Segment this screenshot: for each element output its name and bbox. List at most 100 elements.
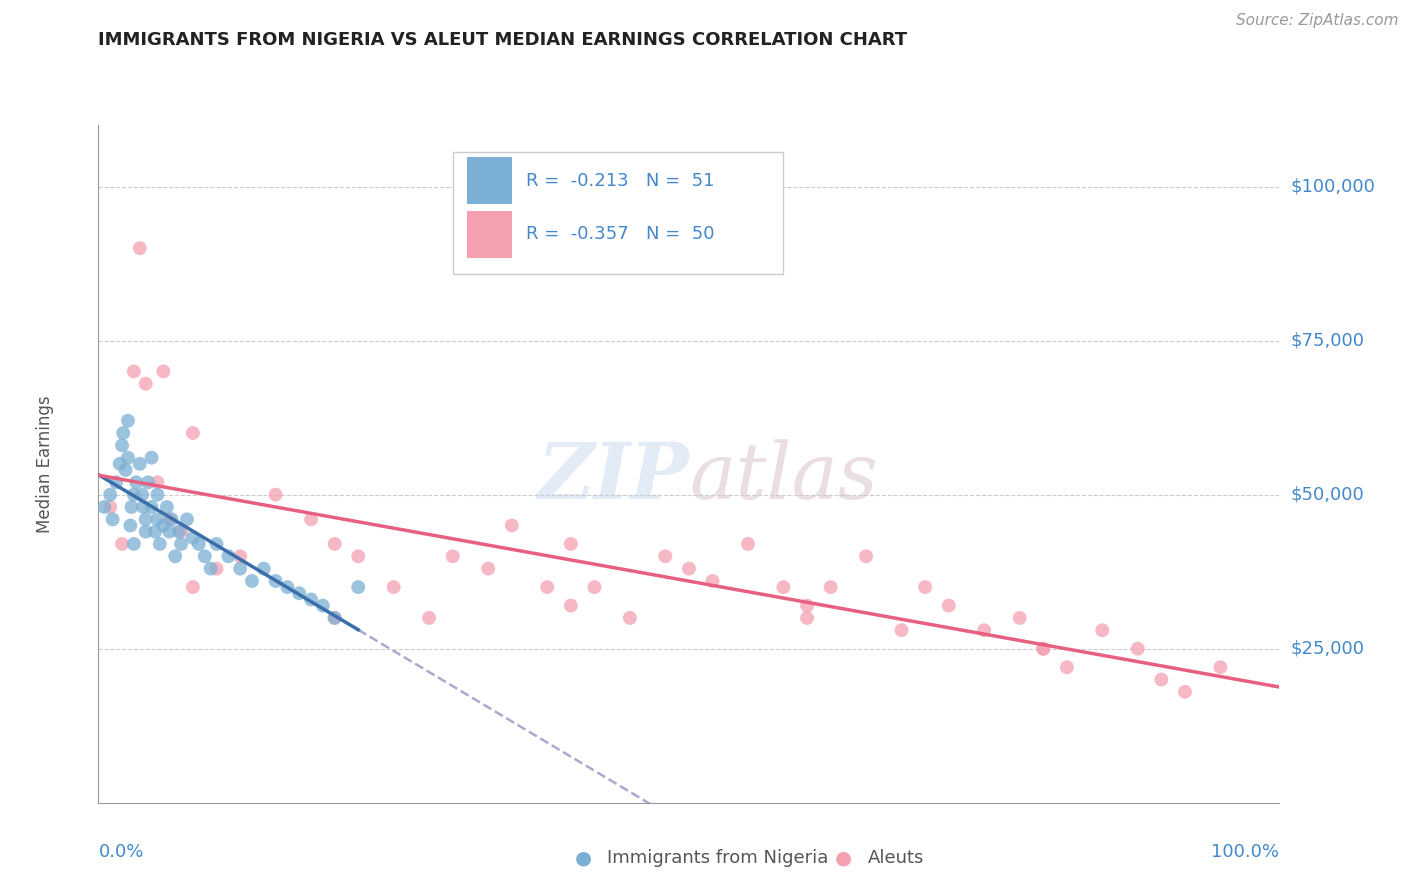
Point bbox=[820, 580, 842, 594]
Point bbox=[143, 524, 166, 539]
Point bbox=[1032, 641, 1054, 656]
Point bbox=[125, 475, 148, 490]
Point bbox=[796, 599, 818, 613]
Point bbox=[1126, 641, 1149, 656]
Point bbox=[141, 500, 163, 514]
Point bbox=[146, 512, 169, 526]
Point bbox=[477, 561, 499, 575]
Point bbox=[1032, 641, 1054, 656]
Point bbox=[165, 549, 187, 564]
Point bbox=[194, 549, 217, 564]
Point bbox=[170, 524, 193, 539]
Point bbox=[135, 512, 157, 526]
Point bbox=[98, 500, 121, 514]
Point bbox=[200, 561, 222, 575]
Point bbox=[678, 561, 700, 575]
Point bbox=[347, 580, 370, 594]
Text: $100,000: $100,000 bbox=[1291, 178, 1375, 195]
Point bbox=[1209, 660, 1232, 674]
Point bbox=[229, 549, 252, 564]
Point bbox=[111, 537, 134, 551]
Point bbox=[117, 414, 139, 428]
Point bbox=[914, 580, 936, 594]
Point bbox=[938, 599, 960, 613]
Point bbox=[157, 524, 180, 539]
Point bbox=[264, 488, 287, 502]
Point bbox=[276, 580, 298, 594]
Point bbox=[181, 531, 204, 545]
Point bbox=[323, 611, 346, 625]
Point bbox=[101, 512, 124, 526]
Point bbox=[1008, 611, 1031, 625]
Point bbox=[131, 488, 153, 502]
Point bbox=[299, 512, 322, 526]
Point bbox=[112, 425, 135, 440]
Point bbox=[299, 592, 322, 607]
Point bbox=[128, 241, 150, 255]
Point bbox=[240, 574, 263, 588]
Point bbox=[973, 624, 995, 638]
Point bbox=[149, 537, 172, 551]
Text: 100.0%: 100.0% bbox=[1212, 844, 1279, 862]
Point bbox=[135, 376, 157, 391]
Point bbox=[146, 475, 169, 490]
Text: 0.0%: 0.0% bbox=[98, 844, 143, 862]
Bar bbox=[467, 211, 512, 258]
Point bbox=[382, 580, 405, 594]
Point bbox=[122, 537, 145, 551]
Text: Aleuts: Aleuts bbox=[868, 849, 924, 867]
Point bbox=[121, 500, 143, 514]
Point bbox=[264, 574, 287, 588]
Point bbox=[702, 574, 724, 588]
Point bbox=[1091, 624, 1114, 638]
FancyBboxPatch shape bbox=[453, 152, 783, 274]
Text: Median Earnings: Median Earnings bbox=[37, 395, 55, 533]
Point bbox=[170, 537, 193, 551]
Point bbox=[560, 599, 582, 613]
Point bbox=[181, 580, 204, 594]
Point bbox=[772, 580, 794, 594]
Point bbox=[128, 457, 150, 471]
Text: IMMIGRANTS FROM NIGERIA VS ALEUT MEDIAN EARNINGS CORRELATION CHART: IMMIGRANTS FROM NIGERIA VS ALEUT MEDIAN … bbox=[98, 31, 907, 49]
Point bbox=[122, 488, 145, 502]
Point bbox=[132, 500, 155, 514]
Point bbox=[120, 518, 142, 533]
Point bbox=[98, 488, 121, 502]
Point bbox=[117, 450, 139, 465]
Point bbox=[157, 512, 180, 526]
Point bbox=[217, 549, 239, 564]
Point bbox=[152, 364, 174, 378]
Point bbox=[176, 512, 198, 526]
Text: Source: ZipAtlas.com: Source: ZipAtlas.com bbox=[1236, 13, 1399, 29]
Point bbox=[737, 537, 759, 551]
Point bbox=[654, 549, 676, 564]
Text: ZIP: ZIP bbox=[537, 439, 689, 516]
Text: Immigrants from Nigeria: Immigrants from Nigeria bbox=[607, 849, 828, 867]
Text: R =  -0.357   N =  50: R = -0.357 N = 50 bbox=[526, 226, 714, 244]
Point bbox=[187, 537, 209, 551]
Point bbox=[288, 586, 311, 600]
Point bbox=[418, 611, 440, 625]
Point bbox=[105, 475, 128, 490]
Point bbox=[501, 518, 523, 533]
Point bbox=[114, 463, 136, 477]
Point bbox=[619, 611, 641, 625]
Point bbox=[441, 549, 464, 564]
Point bbox=[1150, 673, 1173, 687]
Point bbox=[205, 537, 228, 551]
Point bbox=[323, 611, 346, 625]
Point bbox=[141, 450, 163, 465]
Point bbox=[160, 512, 183, 526]
Point bbox=[122, 364, 145, 378]
Point bbox=[347, 549, 370, 564]
Point bbox=[583, 580, 606, 594]
Text: ●: ● bbox=[835, 848, 852, 868]
Point bbox=[536, 580, 558, 594]
Text: $50,000: $50,000 bbox=[1291, 485, 1364, 504]
Point bbox=[146, 488, 169, 502]
Point bbox=[167, 524, 190, 539]
Text: R =  -0.213   N =  51: R = -0.213 N = 51 bbox=[526, 172, 714, 190]
Point bbox=[796, 611, 818, 625]
Point bbox=[108, 457, 131, 471]
Point bbox=[205, 561, 228, 575]
